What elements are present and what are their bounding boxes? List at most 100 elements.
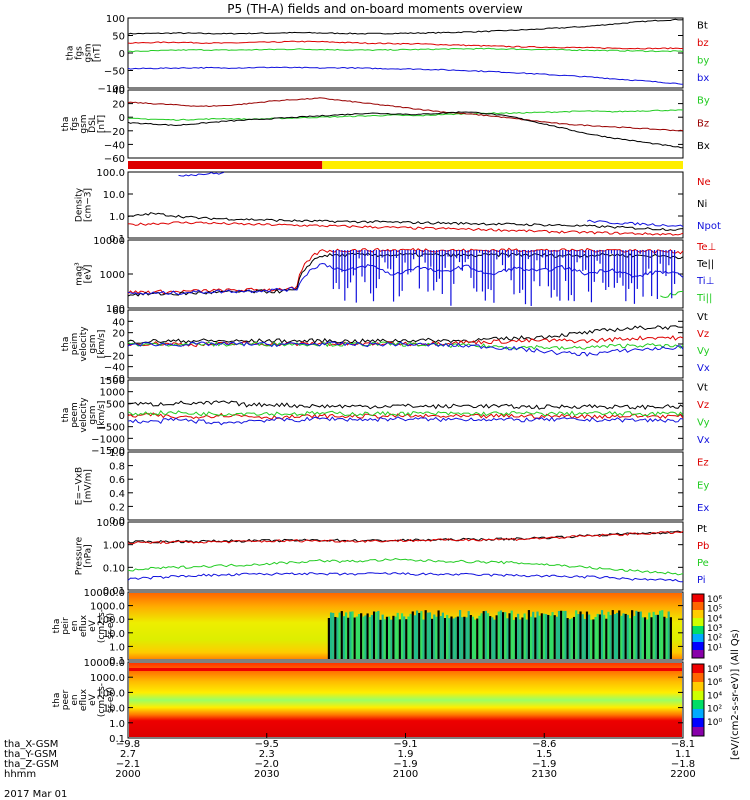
colorbar-label: 10³ [707,624,722,634]
heatmap-stripe [553,615,556,659]
heatmap-stripe [545,614,548,659]
colorbar-cell [692,718,704,728]
heatmap-stripe [551,612,554,659]
legend-entry: By [697,96,710,107]
heatmap-stripe [631,610,634,659]
heatmap-fill [129,663,682,737]
heatmap-stripe [480,613,483,659]
heatmap-stripe [575,610,578,659]
ylabel-line: (cm2-s- [97,683,107,717]
colorbar-cell [692,618,704,627]
ylabel-line: tha [66,46,76,61]
heatmap-stripe [428,612,432,659]
ylabel-line: E=−VxB [75,467,85,505]
heatmap-stripe [497,611,500,659]
panel-frame [127,451,684,521]
colorbar-label: 10⁴ [707,691,722,701]
heatmap-stripe [618,610,621,659]
heatmap-stripe [555,616,558,659]
ytick-label: 60 [112,306,125,317]
ytick-label: −40 [104,363,125,374]
heatmap-stripe [613,614,617,659]
ylabel-line: gsm [79,114,89,133]
heatmap-stripe [495,615,498,659]
heatmap-stripe [512,619,515,659]
colorbar-label: 10⁵ [707,605,722,615]
panel-10: 10⁸ 10⁶ 10⁴ 10² 10⁰ 10000.0 1000.0 100.0 10.0 1.0… [52,658,722,745]
heatmap-stripe [641,617,644,659]
ylabel-line: peir [61,617,71,635]
heatmap-stripe [362,616,365,659]
ylabel-line: Density [75,187,85,222]
colorbar-cell [692,642,704,651]
heatmap-stripe [407,616,410,659]
heatmap-stripe [667,611,670,659]
series-line-Vz [127,335,684,348]
ytick-label: −60 [104,374,125,385]
legend-entry: Bx [697,141,710,152]
heatmap-stripe [639,611,642,659]
heatmap-stripe [476,618,479,659]
heatmap-stripe [370,614,374,659]
legend-entry: Ez [697,458,709,469]
heatmap-stripe [405,619,408,659]
heatmap-stripe [637,611,640,659]
heatmap-stripe [542,613,546,659]
ytick-label: 10000 [93,236,125,247]
ytick-label: 0.0 [109,516,125,527]
heatmap-stripe [588,614,591,659]
heatmap-stripe [534,617,537,659]
ytick-label: 10000.0 [84,588,125,599]
heatmap-stripe [646,619,649,659]
ytick-label: 10.00 [96,518,125,529]
heatmap-stripe [327,618,330,659]
ytick-label: 0.10 [103,563,125,574]
ylabel-line: en [70,694,80,705]
xaxis-value: −1.8 [671,759,695,770]
ytick-label: 0.2 [109,502,125,513]
heatmap-stripe [396,612,399,659]
heatmap-stripe [525,619,528,659]
ylabel-line: eflux [79,614,89,637]
xaxis-row-label: hhmm [4,769,36,780]
ytick-label: 1.0 [109,212,125,223]
heatmap-stripe [600,610,604,659]
heatmap-stripe [661,610,664,659]
colorbar-cell [692,634,704,643]
xaxis-value: −1.9 [393,759,417,770]
panel-3: 100.0 10.0 1.0 0.1 Density [cm−3] Ne Ni Npot [75,168,721,245]
legend-entry: Pt [697,524,707,535]
ytick-label: 0 [119,340,125,351]
heatmap-stripe [471,616,475,659]
series-line-Vt [127,325,684,344]
ytick-label: 10000.0 [84,658,125,669]
ylabel-line: velocity [79,326,89,362]
heatmap-stripe [437,610,440,659]
heatmap-stripe [364,615,367,659]
ytick-label: 0 [119,411,125,422]
series-line-bx [127,66,684,85]
series-line-Pe [127,557,684,576]
heatmap-stripe [484,610,487,659]
legend-entry: bx [697,73,709,84]
heatmap-stripe [368,617,371,659]
heatmap-stripe [527,610,531,659]
heatmap-stripe [458,610,462,659]
figure-title: P5 (TH-A) fields and on-board moments ov… [227,2,523,16]
heatmap-stripe [377,610,380,659]
heatmap-stripe [643,617,647,659]
legend-entry: Vz [697,329,709,340]
heatmap-stripe [663,616,666,659]
ylabel-line: [cm−3] [84,188,94,222]
ytick-label: −1000 [91,434,125,445]
ylabel-line: peer [61,689,71,710]
legend-entry: Te⊥ [696,242,716,253]
xaxis-row-label: tha_X-GSM [4,739,58,750]
heatmap-stripe [353,617,356,659]
colorbar-label: 10² [707,705,722,715]
heatmap-stripe [394,616,397,659]
colorbar-cell [692,610,704,619]
heatmap-stripe [355,616,358,659]
